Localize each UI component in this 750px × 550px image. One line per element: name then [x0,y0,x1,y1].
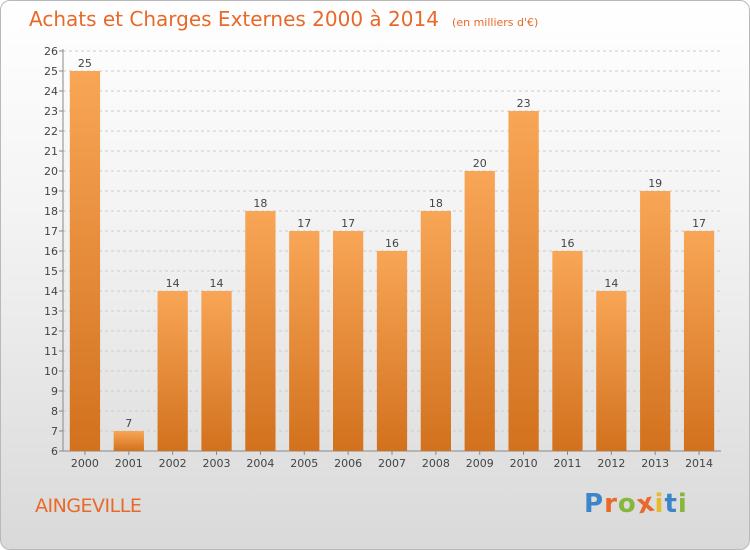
y-tick-label: 22 [44,125,58,138]
data-label: 14 [210,277,224,290]
data-label: 18 [429,197,443,210]
x-tick-label: 2003 [203,457,231,470]
bar-2004 [245,211,276,451]
y-tick-label: 8 [51,405,58,418]
logo-letter: i [677,489,688,519]
x-tick-label: 2000 [71,457,99,470]
x-tick-label: 2008 [422,457,450,470]
data-label: 17 [341,217,355,230]
x-tick-label: 2005 [290,457,318,470]
bar-2001 [113,431,144,451]
data-label: 25 [78,57,92,70]
bar-2005 [289,231,320,451]
x-tick-label: 2013 [641,457,669,470]
y-tick-label: 13 [44,305,58,318]
y-tick-label: 10 [44,365,58,378]
y-tick-label: 9 [51,385,58,398]
proxiti-logo[interactable]: Proxiti [584,487,688,520]
y-tick-label: 19 [44,185,58,198]
bar-2013 [640,191,671,451]
data-label: 17 [692,217,706,230]
y-tick-label: 26 [44,45,58,58]
y-tick-label: 16 [44,245,58,258]
chart-title-row: Achats et Charges Externes 2000 à 2014 (… [29,7,538,31]
y-tick-label: 15 [44,265,58,278]
logo-letter: P [584,489,605,519]
bar-2009 [464,171,495,451]
y-tick-label: 14 [44,285,58,298]
chart-subtitle: (en milliers d'€) [452,16,539,29]
y-tick-label: 18 [44,205,58,218]
chart-title: Achats et Charges Externes 2000 à 2014 [29,7,439,31]
data-label: 16 [385,237,399,250]
x-tick-label: 2014 [685,457,713,470]
data-label: 7 [125,417,132,430]
data-label: 16 [560,237,574,250]
logo-letter: o [617,489,637,519]
y-tick-label: 6 [51,445,58,458]
data-label: 18 [253,197,267,210]
data-label: 14 [166,277,180,290]
y-tick-label: 24 [44,85,58,98]
bar-2003 [201,291,232,451]
data-label: 17 [297,217,311,230]
y-tick-label: 12 [44,325,58,338]
bar-2008 [420,211,452,451]
x-tick-label: 2012 [597,457,625,470]
bar-2007 [376,251,408,451]
bar-2006 [332,231,364,451]
bar-2002 [157,291,188,451]
bar-2011 [552,251,583,451]
bar-2000 [69,71,101,451]
y-tick-label: 21 [44,145,58,158]
logo-letter: r [604,489,618,519]
bar-2014 [683,231,715,451]
y-tick-label: 11 [44,345,58,358]
x-tick-label: 2009 [466,457,494,470]
data-label: 23 [517,97,531,110]
logo-letter: i [654,489,665,519]
logo-letter: t [664,489,678,519]
x-tick-label: 2011 [553,457,581,470]
x-tick-label: 2007 [378,457,406,470]
x-tick-label: 2004 [246,457,274,470]
x-tick-label: 2006 [334,457,362,470]
x-tick-label: 2002 [159,457,187,470]
bar-2010 [508,111,539,451]
data-label: 20 [473,157,487,170]
y-tick-label: 20 [44,165,58,178]
data-label: 19 [648,177,662,190]
commune-name: AINGEVILLE [35,495,142,517]
y-tick-label: 7 [51,425,58,438]
x-tick-label: 2001 [115,457,143,470]
data-label: 14 [604,277,618,290]
bar-2012 [596,291,627,451]
x-tick-label: 2010 [510,457,538,470]
y-tick-label: 17 [44,225,58,238]
y-tick-label: 25 [44,65,58,78]
y-tick-label: 23 [44,105,58,118]
